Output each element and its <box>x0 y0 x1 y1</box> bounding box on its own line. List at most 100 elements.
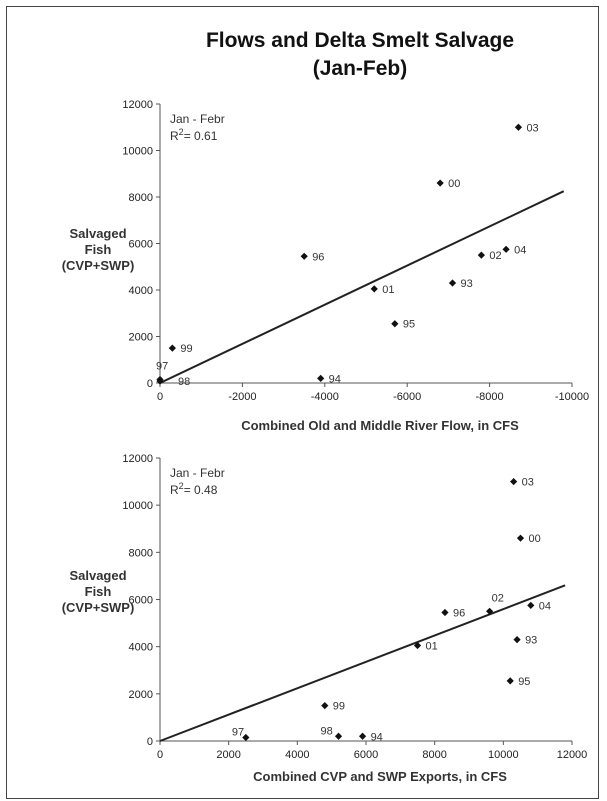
data-point-00 <box>516 534 525 542</box>
data-point-95 <box>391 320 399 328</box>
point-label-98: 98 <box>178 376 190 388</box>
chart-title-line2: (Jan-Feb) <box>313 57 408 80</box>
point-label-04: 04 <box>539 600 551 612</box>
data-point-93 <box>448 279 457 287</box>
point-label-99: 99 <box>180 343 192 355</box>
data-point-04 <box>502 245 510 253</box>
point-label-94: 94 <box>329 373 341 385</box>
point-label-02: 02 <box>492 592 504 604</box>
chart-title-line1: Flows and Delta Smelt Salvage <box>206 29 514 52</box>
trendline <box>159 584 566 742</box>
point-label-03: 03 <box>522 477 534 489</box>
data-point-03 <box>514 123 523 131</box>
y-axis-title-line: (CVP+SWP) <box>62 258 135 273</box>
r-squared-label: R2= 0.61 <box>170 127 218 143</box>
point-label-01: 01 <box>426 640 438 652</box>
trendline <box>159 190 565 384</box>
point-label-93: 93 <box>461 278 473 290</box>
y-tick-label: 0 <box>147 736 153 748</box>
data-point-94 <box>358 732 367 740</box>
r-squared-value: = 0.48 <box>184 483 218 497</box>
x-tick-label: 4000 <box>285 749 309 761</box>
x-tick-label: 2000 <box>216 749 240 761</box>
x-tick-label: 8000 <box>422 749 446 761</box>
y-tick-label: 8000 <box>129 547 153 559</box>
data-point-98 <box>156 377 164 385</box>
data-point-93 <box>513 635 521 644</box>
data-point-99 <box>168 344 176 352</box>
x-tick-label: -4000 <box>311 391 339 403</box>
r-squared-exponent: 2 <box>179 127 184 137</box>
data-point-96 <box>441 608 449 617</box>
point-label-02: 02 <box>489 250 501 262</box>
point-label-00: 00 <box>529 533 541 545</box>
data-point-04 <box>527 601 535 609</box>
data-point-03 <box>510 477 518 486</box>
y-tick-label: 2000 <box>129 332 153 344</box>
data-point-96 <box>300 252 308 260</box>
x-tick-label: -8000 <box>476 391 504 403</box>
point-label-94: 94 <box>371 731 383 743</box>
y-tick-label: 4000 <box>129 285 153 297</box>
x-tick-label: 10000 <box>488 749 519 761</box>
point-label-97: 97 <box>232 726 244 738</box>
x-tick-label: -10000 <box>555 391 589 403</box>
point-label-93: 93 <box>525 635 537 647</box>
r-squared-value: = 0.61 <box>184 129 218 143</box>
y-tick-label: 4000 <box>129 642 153 654</box>
y-tick-label: 0 <box>147 378 153 390</box>
r-squared-symbol: R <box>170 483 179 497</box>
y-axis-title-line: Salvaged <box>69 226 126 241</box>
point-label-00: 00 <box>448 178 460 190</box>
data-point-99 <box>321 702 329 710</box>
y-tick-label: 12000 <box>122 453 153 465</box>
point-label-97: 97 <box>156 361 168 373</box>
y-axis-title-line: (CVP+SWP) <box>62 600 135 615</box>
x-axis-title: Combined CVP and SWP Exports, in CFS <box>253 769 507 784</box>
x-tick-label: -2000 <box>228 391 256 403</box>
data-point-02 <box>486 607 494 615</box>
r-squared-exponent: 2 <box>179 481 184 491</box>
x-tick-label: 0 <box>157 391 163 403</box>
x-tick-label: 6000 <box>354 749 378 761</box>
point-label-95: 95 <box>518 676 530 688</box>
point-label-04: 04 <box>514 244 526 256</box>
data-point-02 <box>477 251 485 259</box>
data-point-01 <box>413 641 422 650</box>
data-point-01 <box>370 285 378 293</box>
data-point-00 <box>436 179 444 187</box>
point-label-96: 96 <box>312 251 324 263</box>
data-point-97 <box>242 733 250 742</box>
point-label-98: 98 <box>321 725 333 737</box>
y-tick-label: 6000 <box>129 239 153 251</box>
figure-frame <box>6 6 599 799</box>
y-tick-label: 6000 <box>129 595 153 607</box>
y-tick-label: 8000 <box>129 192 153 204</box>
data-point-94 <box>317 374 325 382</box>
point-label-96: 96 <box>453 607 465 619</box>
x-tick-label: 12000 <box>557 749 588 761</box>
y-tick-label: 2000 <box>129 689 153 701</box>
data-point-98 <box>334 732 343 740</box>
point-label-03: 03 <box>526 122 538 134</box>
point-label-95: 95 <box>403 319 415 331</box>
y-axis-title-line: Fish <box>85 584 112 599</box>
y-axis-title-line: Fish <box>85 242 112 257</box>
y-tick-label: 10000 <box>122 500 153 512</box>
r-squared-label: R2= 0.48 <box>170 481 218 497</box>
point-label-99: 99 <box>333 701 345 713</box>
y-axis-title-line: Salvaged <box>69 568 126 583</box>
y-tick-label: 12000 <box>122 99 153 111</box>
r-squared-symbol: R <box>170 129 179 143</box>
x-tick-label: 0 <box>157 749 163 761</box>
annotation-label: Jan - Febr <box>170 466 225 480</box>
y-tick-label: 10000 <box>122 146 153 158</box>
point-label-01: 01 <box>382 284 394 296</box>
data-point-95 <box>506 677 514 685</box>
annotation-label: Jan - Febr <box>170 112 225 126</box>
x-tick-label: -6000 <box>393 391 421 403</box>
x-axis-title: Combined Old and Middle River Flow, in C… <box>241 418 519 433</box>
